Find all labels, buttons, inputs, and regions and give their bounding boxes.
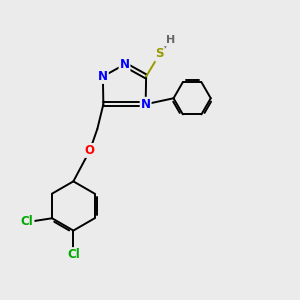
- Text: Cl: Cl: [21, 215, 34, 228]
- Text: Cl: Cl: [67, 248, 80, 261]
- Text: H: H: [166, 35, 175, 46]
- Text: N: N: [119, 58, 130, 71]
- Text: N: N: [141, 98, 151, 111]
- Text: S: S: [155, 47, 164, 61]
- Text: O: O: [85, 144, 95, 157]
- Text: N: N: [98, 70, 108, 83]
